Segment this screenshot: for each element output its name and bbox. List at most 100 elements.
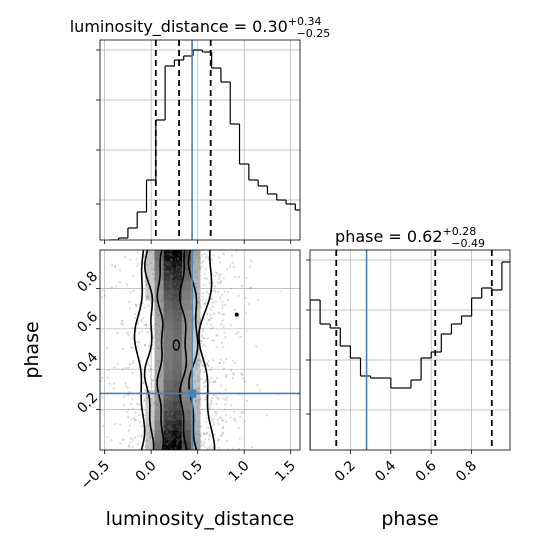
scatter-point-718 xyxy=(113,266,116,269)
scatter-point-600 xyxy=(210,402,213,406)
phase-title: phase = 0.62+0.28 −0.49 xyxy=(335,225,485,250)
scatter-point-1088 xyxy=(154,417,157,420)
scatter-point-1083 xyxy=(153,379,157,382)
scatter-point-1062 xyxy=(194,270,198,273)
scatter-point-768 xyxy=(174,273,177,277)
scatter-point-7 xyxy=(203,380,206,383)
top-histogram-frame xyxy=(99,39,301,241)
top-histogram-ticks xyxy=(96,49,292,244)
scatter-point-655 xyxy=(187,427,190,430)
density-cell-7-5 xyxy=(163,390,174,401)
scatter-point-1139 xyxy=(206,362,209,365)
scatter-point-341 xyxy=(167,340,170,343)
scatter-point-1149 xyxy=(163,326,166,329)
scatter-point-404 xyxy=(184,259,188,262)
scatter-point-630 xyxy=(164,340,167,343)
density-cell-7-4 xyxy=(163,400,174,411)
scatter-point-700 xyxy=(168,252,172,256)
scatter-point-753 xyxy=(208,281,211,284)
density-cell-8-1 xyxy=(172,430,183,441)
density-cell-7-0 xyxy=(163,440,174,450)
scatter-point-292 xyxy=(214,290,217,294)
scatter-point-24 xyxy=(195,432,198,436)
scatter-point-1162 xyxy=(167,425,170,428)
scatter-point-105 xyxy=(197,398,200,402)
scatter-point-541 xyxy=(239,335,242,339)
scatter-point-193 xyxy=(137,403,140,406)
scatter-point-476 xyxy=(222,368,225,371)
scatter-point-867 xyxy=(170,370,173,373)
scatter-point-872 xyxy=(224,413,227,416)
scatter-point-442 xyxy=(219,361,222,365)
density-cell-9-10 xyxy=(181,340,192,351)
scatter-point-998 xyxy=(213,339,216,343)
scatter-point-751 xyxy=(207,360,210,363)
scatter-point-80 xyxy=(209,369,212,372)
scatter-point-596 xyxy=(197,387,200,390)
scatter-point-942 xyxy=(199,361,203,364)
density-cell-9-18 xyxy=(181,260,192,271)
luminosity-distance-histogram-panel: luminosity_distance = 0.30+0.34 −0.25 xyxy=(70,15,331,244)
scatter-point-423 xyxy=(143,398,146,401)
scatter-point-548 xyxy=(186,400,189,403)
density-cell-8-0 xyxy=(172,440,183,450)
scatter-point-217 xyxy=(146,330,149,334)
scatter-point-1066 xyxy=(184,276,187,280)
scatter-point-234 xyxy=(233,410,236,414)
scatter-point-202 xyxy=(145,396,149,400)
scatter-point-245 xyxy=(219,280,223,283)
density-cell-6-4 xyxy=(154,400,165,411)
scatter-point-123 xyxy=(157,359,160,362)
scatter-point-526 xyxy=(106,376,109,379)
scatter-point-612 xyxy=(166,270,170,273)
scatter-point-382 xyxy=(176,397,179,401)
scatter-point-242 xyxy=(179,266,182,269)
luminosity-distance-title-minus: −0.25 xyxy=(297,27,331,40)
scatter-point-527 xyxy=(175,296,179,299)
scatter-point-791 xyxy=(248,265,252,268)
scatter-point-891 xyxy=(172,316,175,319)
scatter-point-309 xyxy=(234,419,237,422)
scatter-point-396 xyxy=(199,359,202,362)
scatter-point-1067 xyxy=(162,421,165,424)
scatter-point-1033 xyxy=(182,363,185,366)
scatter-point-104 xyxy=(123,395,126,398)
scatter-point-834 xyxy=(187,299,190,302)
scatter-point-1069 xyxy=(145,324,148,327)
scatter-point-671 xyxy=(166,332,169,336)
scatter-point-58 xyxy=(184,265,188,268)
scatter-point-394 xyxy=(170,258,173,261)
scatter-point-984 xyxy=(132,417,136,420)
scatter-point-243 xyxy=(165,416,168,419)
scatter-point-319 xyxy=(168,418,171,421)
scatter-point-516 xyxy=(184,296,187,299)
scatter-point-256 xyxy=(163,369,166,372)
scatter-point-843 xyxy=(219,434,222,437)
scatter-point-252 xyxy=(181,323,184,327)
scatter-point-1042 xyxy=(187,428,190,431)
scatter-point-362 xyxy=(219,297,222,300)
scatter-point-882 xyxy=(176,439,179,443)
scatter-point-291 xyxy=(119,442,122,445)
scatter-point-960 xyxy=(174,372,177,376)
scatter-point-258 xyxy=(114,285,118,288)
scatter-point-666 xyxy=(100,379,102,382)
scatter-point-206 xyxy=(112,387,115,390)
scatter-point-405 xyxy=(157,441,161,444)
scatter-point-201 xyxy=(183,286,186,289)
density-cell-8-15 xyxy=(172,290,183,301)
scatter-point-1197 xyxy=(134,411,137,414)
density-cell-6-0 xyxy=(154,440,165,450)
scatter-point-703 xyxy=(175,362,178,365)
scatter-point-1018 xyxy=(146,295,150,298)
scatter-point-746 xyxy=(194,362,198,365)
scatter-point-1039 xyxy=(201,298,204,302)
scatter-point-853 xyxy=(160,301,163,304)
scatter-point-1003 xyxy=(114,422,117,426)
scatter-point-851 xyxy=(155,273,158,276)
scatter-point-259 xyxy=(171,412,174,415)
scatter-point-1133 xyxy=(201,364,205,367)
scatter-point-240 xyxy=(224,388,227,391)
scatter-point-1091 xyxy=(136,264,139,267)
scatter-point-335 xyxy=(221,432,225,435)
